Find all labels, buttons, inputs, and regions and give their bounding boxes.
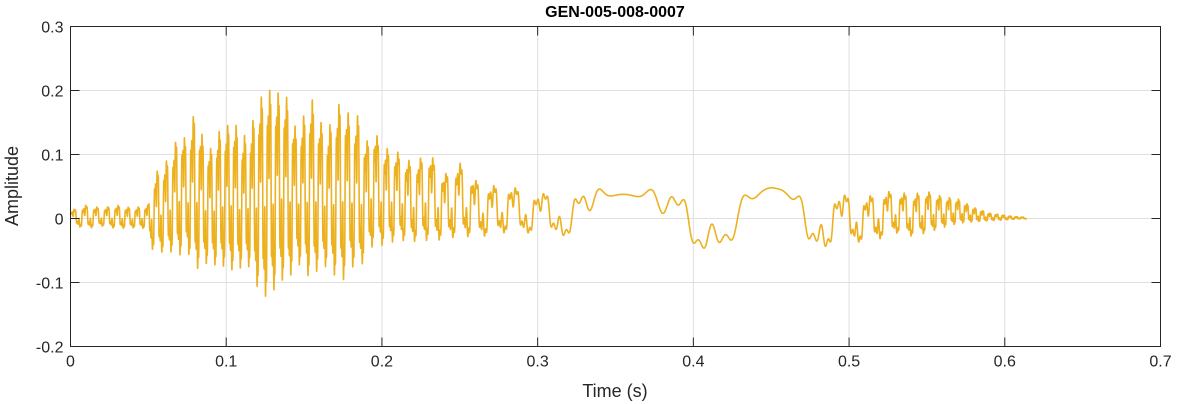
x-axis-title: Time (s) xyxy=(582,381,647,401)
y-tick-label: -0.2 xyxy=(36,340,64,357)
waveform-line xyxy=(69,89,1028,298)
y-tick-label: 0.1 xyxy=(41,148,63,165)
y-axis-title: Amplitude xyxy=(2,146,22,226)
x-tick-label: 0.3 xyxy=(527,354,549,371)
plot-frame xyxy=(70,26,1161,347)
y-tick-labels: -0.2 -0.1 0 0.1 0.2 0.3 xyxy=(36,20,64,357)
y-tick-label: 0 xyxy=(55,212,64,229)
x-tick-label: 0.2 xyxy=(371,354,393,371)
x-tick-labels: 0 0.1 0.2 0.3 0.4 0.5 0.6 0.7 xyxy=(66,354,1172,371)
x-tick-label: 0.4 xyxy=(682,354,704,371)
chart-title: GEN-005-008-0007 xyxy=(545,4,685,21)
x-tick-label: 0.5 xyxy=(838,354,860,371)
axis-ticks xyxy=(70,26,1161,347)
x-tick-label: 0.6 xyxy=(994,354,1016,371)
y-tick-label: 0.2 xyxy=(41,84,63,101)
x-tick-label: 0.7 xyxy=(1149,354,1171,371)
y-tick-label: -0.1 xyxy=(36,276,64,293)
x-tick-label: 0 xyxy=(66,354,75,371)
y-tick-label: 0.3 xyxy=(41,20,63,37)
x-tick-label: 0.1 xyxy=(215,354,237,371)
